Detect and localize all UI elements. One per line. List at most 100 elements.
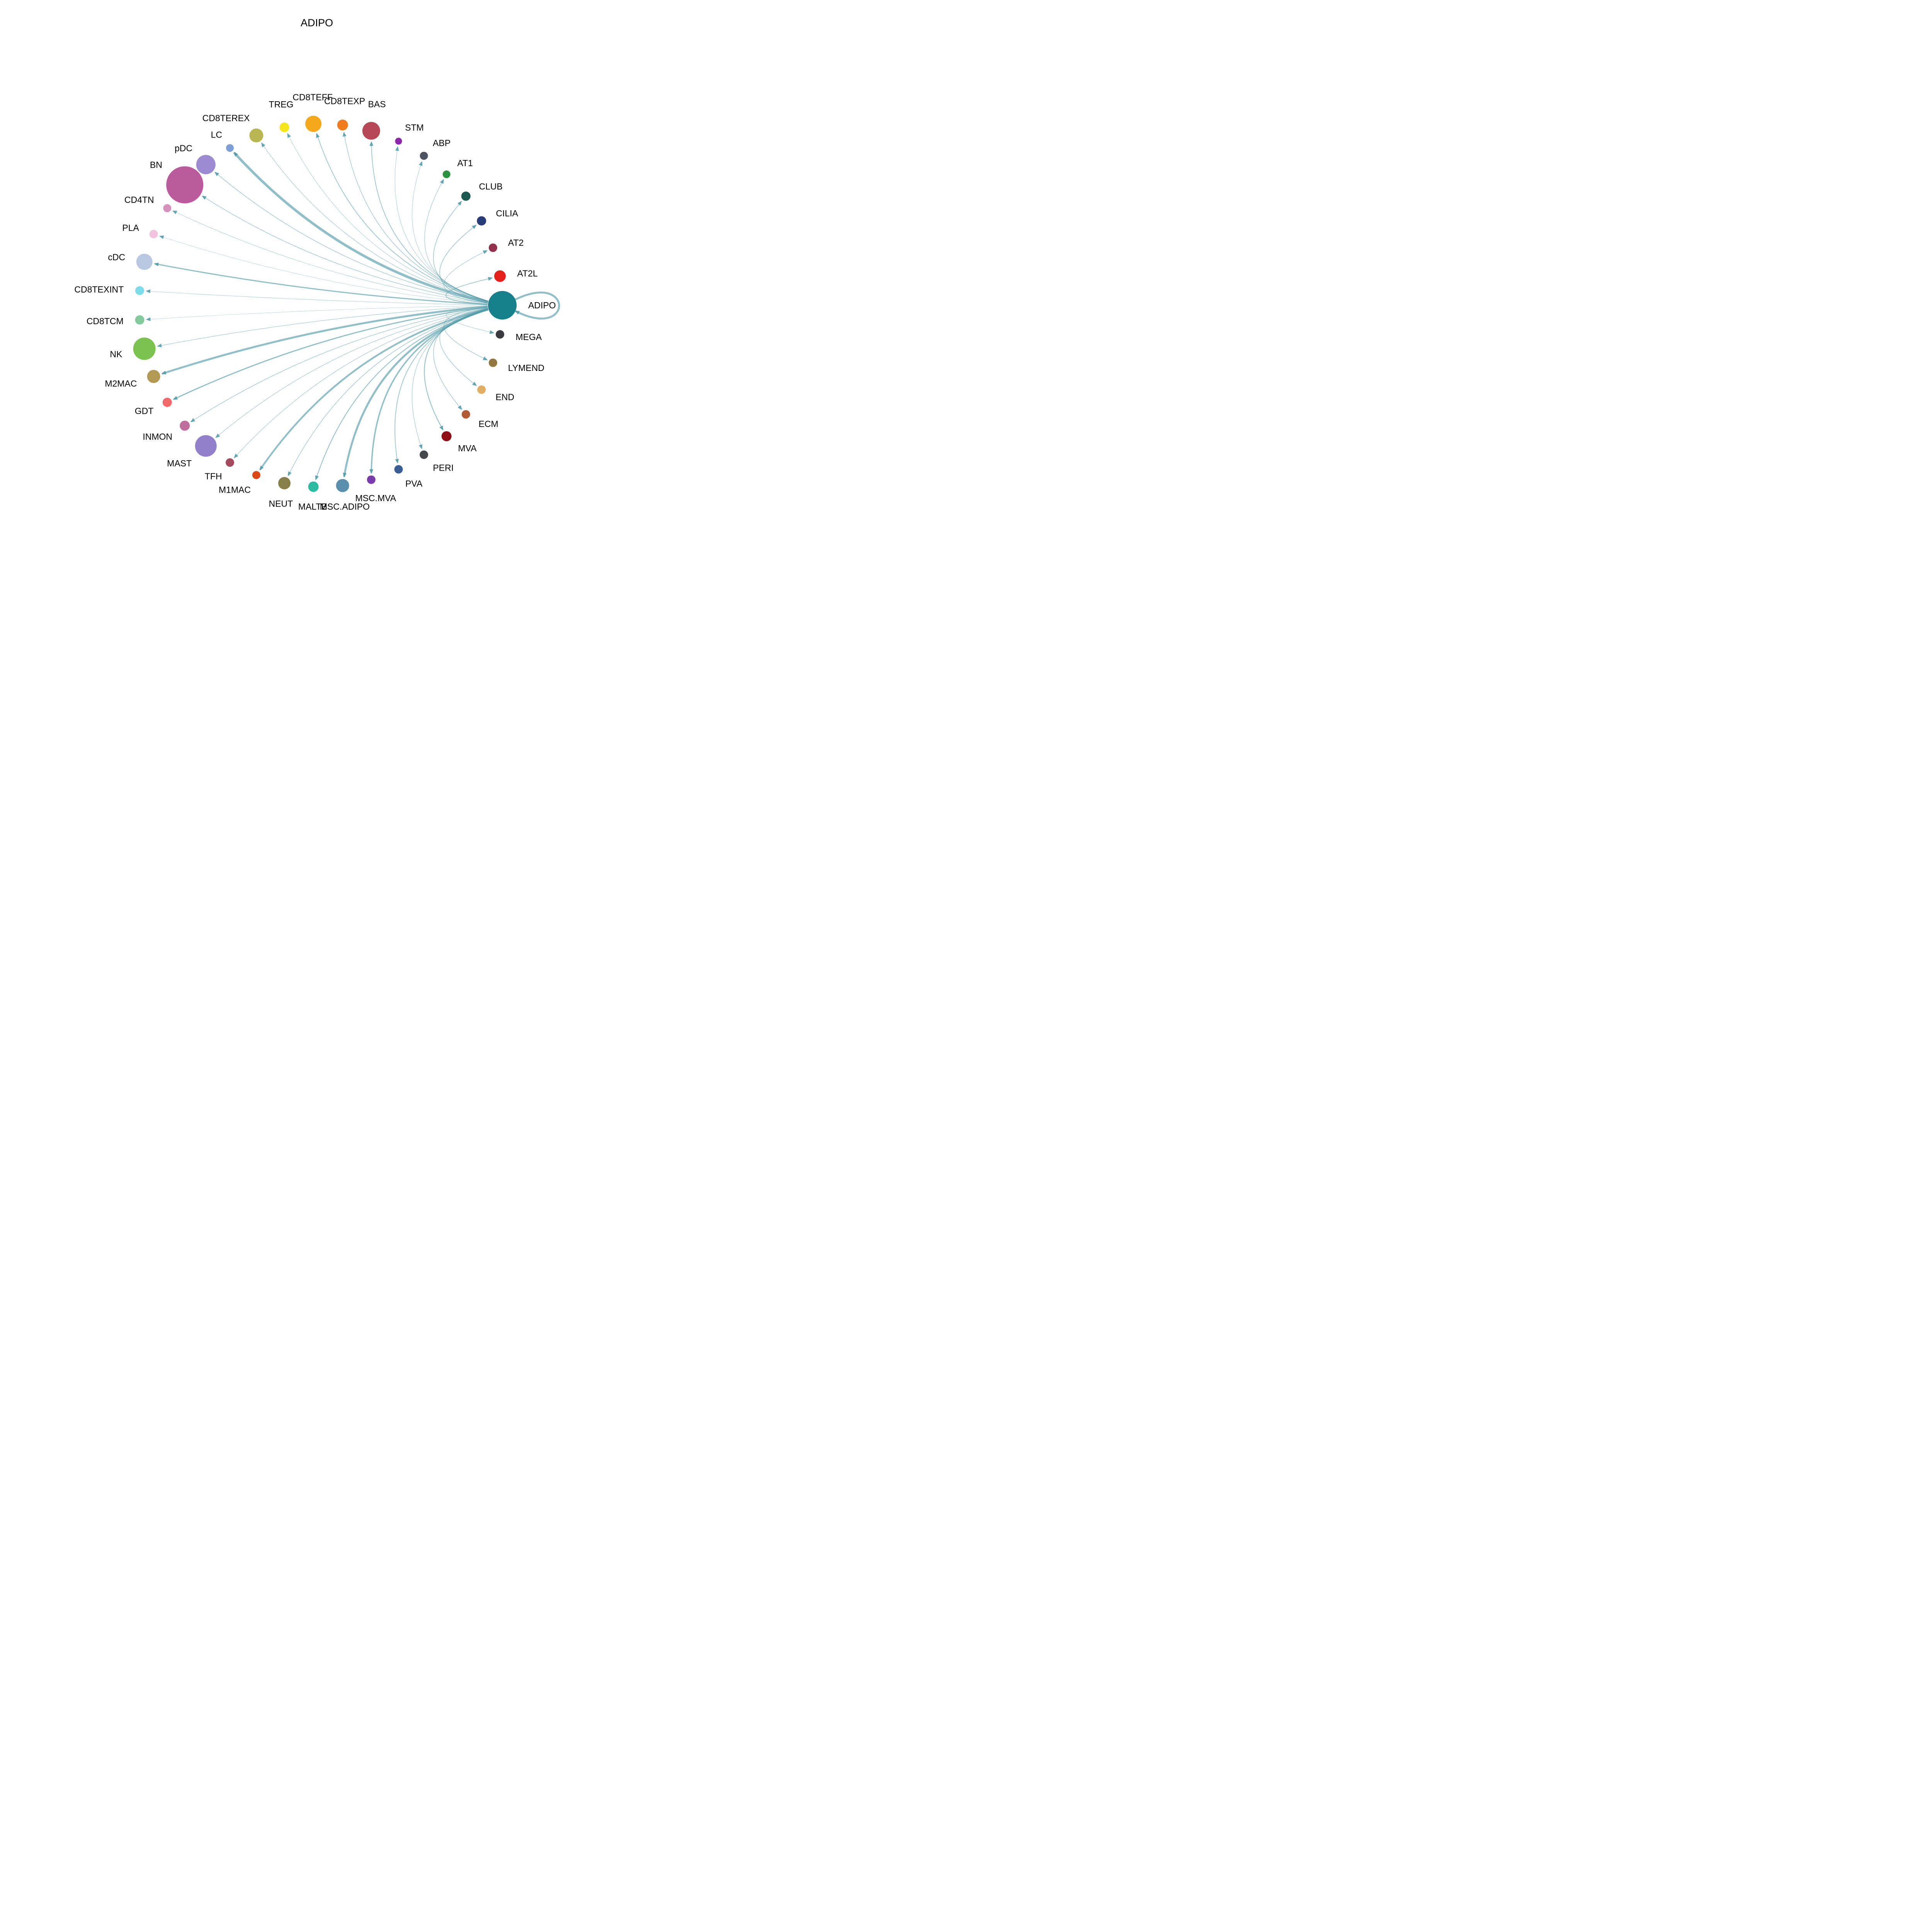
graph-node-label-lymend: LYMEND	[508, 363, 544, 373]
graph-node-lymend	[488, 358, 497, 367]
graph-edge-adipo-to-peri	[412, 309, 488, 449]
graph-node-label-treg: TREG	[269, 99, 294, 109]
graph-node-label-maltb: MALTB	[298, 502, 327, 512]
graph-node-label-mast: MAST	[167, 458, 192, 468]
graph-edge-adipo-to-at2l	[446, 277, 493, 305]
graph-node-label-neut: NEUT	[269, 499, 293, 509]
graph-node-pla	[149, 230, 158, 238]
graph-node-label-cd8tcm: CD8TCM	[87, 316, 124, 326]
graph-node-gdt	[162, 398, 172, 407]
graph-node-label-cd8texp: CD8TEXP	[324, 96, 365, 106]
graph-edge-adipo-to-m2mac	[161, 305, 488, 375]
graph-edge-adipo-to-pva	[395, 309, 488, 464]
graph-edge-adipo-to-cd4tn	[172, 210, 488, 304]
graph-node-mega	[495, 330, 504, 339]
graph-edge-adipo-to-lc	[233, 151, 488, 304]
graph-edge-adipo-to-tfh	[234, 308, 488, 458]
graph-node-label-ecm: ECM	[479, 419, 498, 429]
graph-node-label-m1mac: M1MAC	[219, 485, 251, 495]
graph-node-label-msc-mva: MSC.MVA	[355, 493, 396, 503]
graph-node-cd8teff	[305, 116, 322, 132]
graph-edge-adipo-to-cd8texint	[145, 289, 488, 305]
graph-node-pdc	[196, 155, 216, 174]
graph-node-cd4tn	[163, 204, 172, 213]
graph-node-label-lc: LC	[211, 129, 222, 139]
graph-node-pva	[394, 465, 403, 474]
graph-edge-adipo-to-m1mac	[259, 308, 488, 471]
graph-edge-adipo-to-pdc	[214, 172, 488, 303]
graph-node-cd8tcm	[135, 315, 145, 325]
graph-node-label-bn: BN	[150, 160, 162, 170]
graph-node-label-nk: NK	[110, 349, 122, 359]
graph-node-tfh	[226, 458, 234, 467]
graph-edge-adipo-to-maltb	[315, 309, 488, 481]
graph-edge-adipo-to-neut	[287, 309, 488, 476]
graph-node-abp	[420, 151, 428, 160]
graph-edge-adipo-to-cdc	[154, 262, 488, 305]
graph-node-at1	[442, 170, 451, 179]
graph-edge-adipo-to-inmon	[190, 307, 488, 422]
graph-node-lc	[226, 144, 234, 152]
graph-edge-adipo-to-cd8tcm	[146, 305, 488, 321]
graph-node-treg	[279, 122, 289, 133]
graph-node-adipo	[488, 291, 517, 320]
graph-edge-adipo-to-pla	[159, 235, 488, 304]
graph-edge-adipo-to-nk	[157, 306, 488, 348]
graph-node-label-pla: PLA	[122, 223, 139, 233]
graph-node-label-pva: PVA	[405, 479, 423, 489]
graph-node-label-cilia: CILIA	[496, 208, 518, 218]
graph-edge-adipo-to-cd8teff	[316, 133, 488, 302]
graph-node-label-cd8texint: CD8TEXINT	[74, 284, 124, 294]
graph-node-label-mva: MVA	[458, 443, 477, 453]
graph-edge-adipo-to-cd8terex	[261, 142, 488, 302]
graph-node-label-at1: AT1	[457, 158, 473, 168]
graph-edge-adipo-to-abp	[412, 161, 488, 301]
graph-edge-adipo-to-bas	[369, 141, 488, 301]
graph-edge-adipo-to-gdt	[173, 306, 488, 400]
graph-edge-adipo-to-mast	[215, 308, 488, 438]
graph-edge-adipo-to-cd8texp	[342, 132, 488, 301]
graph-node-cd8terex	[249, 128, 264, 143]
graph-node-msc-mva	[367, 475, 376, 484]
graph-node-label-cd4tn: CD4TN	[124, 195, 154, 205]
graph-node-cilia	[477, 216, 486, 226]
graph-node-label-cd8teff: CD8TEFF	[293, 92, 333, 102]
graph-node-label-pdc: pDC	[175, 143, 192, 153]
graph-node-at2	[488, 243, 497, 252]
graph-edge-adipo-to-ecm	[433, 308, 488, 410]
graph-node-label-gdt: GDT	[135, 406, 154, 416]
graph-node-inmon	[180, 420, 190, 431]
cell-communication-network-chart: ADIPO ADIPOAT2LAT2CILIACLUBAT1ABPSTMBASC…	[74, 17, 560, 512]
graph-node-cd8texint	[135, 286, 145, 295]
graph-node-label-tfh: TFH	[205, 471, 222, 481]
chart-title: ADIPO	[301, 17, 333, 29]
graph-node-mast	[195, 435, 217, 457]
graph-node-label-msc-adipo: MSC.ADIPO	[320, 502, 370, 512]
graph-edge-adipo-to-end	[439, 308, 488, 386]
graph-node-mva	[441, 431, 452, 441]
graph-edge-adipo-to-club	[433, 201, 488, 303]
graph-node-maltb	[308, 481, 319, 492]
graph-node-ecm	[461, 410, 470, 419]
graph-node-label-adipo: ADIPO	[528, 300, 556, 310]
graph-node-stm	[395, 138, 402, 145]
graph-node-bas	[362, 122, 380, 140]
graph-node-label-cd8terex: CD8TEREX	[202, 113, 250, 123]
graph-node-label-end: END	[495, 392, 514, 402]
graph-node-at2l	[494, 270, 506, 282]
chart-canvas: ADIPO ADIPO AT2L AT2 CILIA CLUB AT1 ABP STM BAS C…	[0, 0, 606, 606]
edges-layer	[145, 132, 560, 481]
graph-node-m1mac	[252, 471, 260, 479]
graph-node-label-cdc: cDC	[108, 252, 125, 262]
graph-edge-adipo-to-lymend	[444, 307, 488, 361]
graph-node-label-abp: ABP	[433, 138, 451, 148]
graph-node-end	[477, 385, 486, 394]
graph-node-label-m2mac: M2MAC	[105, 379, 137, 389]
graph-node-neut	[278, 477, 291, 490]
graph-edge-adipo-to-mega	[446, 306, 495, 334]
graph-node-club	[461, 191, 471, 201]
graph-edge-adipo-to-adipo	[514, 291, 560, 320]
graph-node-label-bas: BAS	[368, 99, 386, 109]
graph-node-peri	[420, 450, 429, 459]
graph-node-label-club: CLUB	[479, 181, 502, 191]
